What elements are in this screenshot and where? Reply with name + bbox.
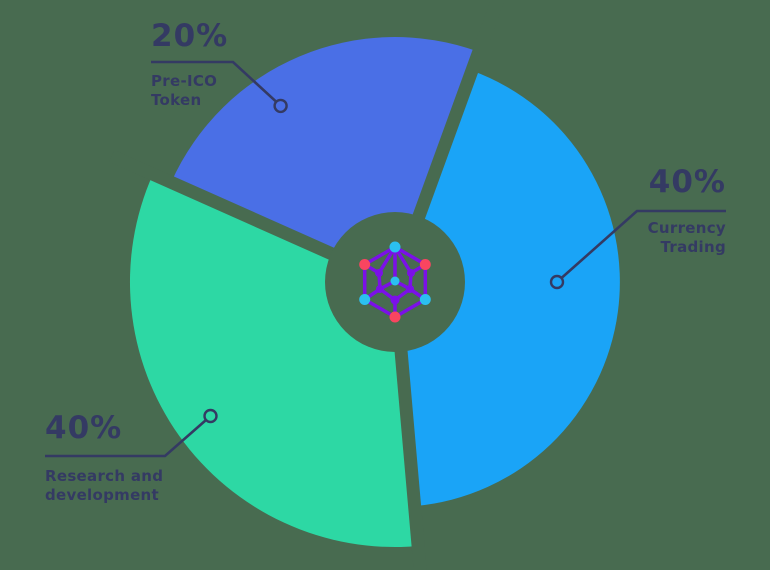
logo-node — [389, 311, 401, 323]
slice-label-line: development — [45, 486, 159, 504]
logo-node — [359, 294, 371, 305]
pie-slice-currency — [395, 70, 620, 507]
slice-label-line: Token — [151, 91, 202, 109]
logo-node — [359, 259, 371, 270]
logo-node — [407, 269, 415, 277]
logo-edge — [362, 297, 397, 319]
logo-node — [390, 276, 400, 286]
logo-node — [390, 295, 400, 305]
label-currency-name: Currency Trading — [648, 219, 726, 257]
leader-marker-pre_ico — [273, 98, 288, 114]
slice-percentage-pre-ico: 20% — [151, 18, 229, 54]
label-research-name: Research and development — [45, 467, 163, 505]
leader-line-pre_ico — [151, 60, 277, 103]
logo-edge — [362, 245, 397, 267]
slice-percentage-currency: 40% — [648, 164, 726, 200]
leader-marker-research — [203, 408, 218, 424]
logo-node — [406, 285, 414, 293]
label-pre-ico: 20% — [151, 18, 229, 54]
logo-node — [419, 294, 431, 305]
label-currency: 40% — [648, 164, 726, 200]
label-pre-ico-name: Pre-ICO Token — [151, 72, 217, 110]
label-research: 40% — [45, 410, 123, 446]
leader-marker-currency — [549, 274, 565, 290]
slice-percentage-research: 40% — [45, 410, 123, 446]
slice-label-line: Research and — [45, 467, 164, 485]
leader-line-currency — [561, 209, 726, 279]
hexagon-network-logo-icon — [359, 241, 431, 323]
logo-node — [376, 285, 384, 293]
logo-node — [375, 269, 383, 277]
slice-label-line: Trading — [660, 238, 726, 256]
slice-label-line: Currency — [647, 219, 726, 237]
logo-edge — [393, 245, 428, 267]
logo-node — [419, 259, 431, 270]
logo-node — [389, 241, 401, 253]
logo-edge — [393, 297, 428, 319]
slice-label-line: Pre-ICO — [151, 72, 218, 90]
leader-line-research — [45, 419, 207, 458]
